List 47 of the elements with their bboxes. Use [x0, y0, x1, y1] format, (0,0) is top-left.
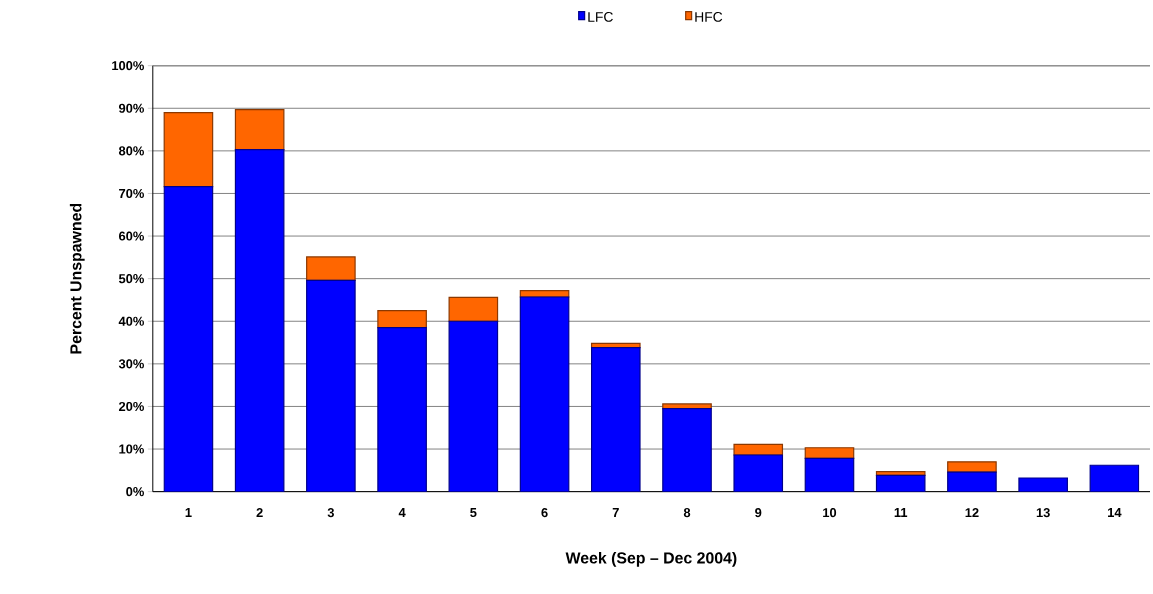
- bar: [590, 347, 641, 492]
- x-tick-label: 8: [683, 508, 691, 518]
- x-tick-label: 9: [755, 508, 762, 518]
- x-tick-label: 12: [965, 508, 979, 518]
- x-tick-label: 4: [398, 508, 406, 517]
- y-tick-label: 30%: [118, 359, 144, 369]
- y-tick-label: 40%: [118, 316, 144, 326]
- bar: [306, 279, 356, 492]
- bar: [1089, 464, 1140, 492]
- bar: [306, 256, 356, 281]
- y-axis-title: Percent Unspawned: [69, 203, 85, 354]
- x-tick-label: 2: [256, 508, 263, 518]
- x-tick-label: 3: [327, 508, 334, 518]
- y-tick-label: 20%: [118, 401, 144, 411]
- bar: [377, 326, 427, 492]
- y-tick-label: 90%: [118, 103, 144, 113]
- x-tick-label: 6: [541, 508, 548, 518]
- y-tick-label: 100%: [112, 61, 144, 71]
- y-tick-label: 10%: [119, 444, 144, 454]
- bar: [234, 148, 285, 492]
- y-tick-label: 60%: [119, 231, 144, 241]
- legend-label: LFC: [588, 11, 613, 22]
- bar: [662, 407, 712, 492]
- x-tick-label: 1: [185, 508, 192, 517]
- bar: [519, 296, 570, 492]
- bar: [733, 454, 784, 492]
- bar: [804, 457, 855, 492]
- x-tick-label: 10: [823, 508, 837, 518]
- bar: [448, 320, 499, 492]
- y-tick-label: 50%: [118, 274, 144, 284]
- x-tick-label: 5: [470, 508, 477, 517]
- y-tick-label: 80%: [118, 146, 144, 156]
- y-tick-label: 70%: [119, 188, 144, 198]
- x-tick-label: 13: [1036, 508, 1050, 518]
- bar: [163, 111, 214, 188]
- bar: [377, 309, 427, 329]
- x-tick-label: 7: [612, 508, 619, 517]
- bar: [804, 447, 855, 459]
- x-axis-title: Week (Sep – Dec 2004): [565, 551, 737, 567]
- y-tick-label: 0%: [126, 487, 144, 497]
- bar: [234, 108, 285, 151]
- x-tick-label: 11: [894, 508, 908, 517]
- bar: [448, 296, 499, 322]
- bar: [875, 474, 926, 492]
- x-tick-label: 14: [1108, 508, 1122, 517]
- bar: [163, 185, 214, 492]
- legend-label: HFC: [695, 11, 723, 22]
